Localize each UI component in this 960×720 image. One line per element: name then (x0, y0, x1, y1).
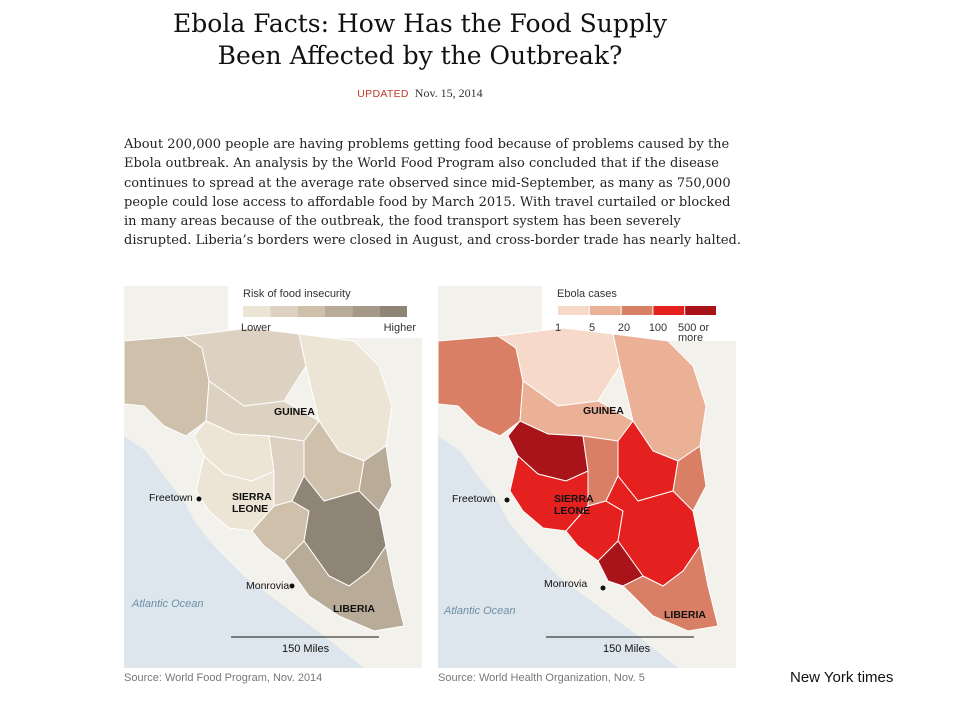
ebola-cases-map-svg: Ebola cases 1 5 20 100 500 or more GUINE… (438, 286, 736, 668)
label-leone: LEONE (554, 505, 590, 517)
region-liberia-southeast (283, 540, 405, 632)
legend-swatch-2 (270, 306, 298, 317)
updated-date: Nov. 15, 2014 (414, 86, 483, 100)
article-body: About 200,000 people are having problems… (124, 137, 741, 249)
label-atlantic-ocean: Atlantic Ocean (131, 598, 204, 610)
legend-swatch-5 (352, 306, 380, 317)
source-food-program: Source: World Food Program, Nov. 2014 (124, 672, 323, 684)
food-insecurity-map-svg: Risk of food insecurity Lower Higher GUI… (124, 286, 422, 668)
legend-tick-100: 100 (649, 322, 667, 334)
updated-tag: UPDATED (357, 88, 409, 100)
legend-swatch-1 (243, 306, 271, 317)
freetown-marker (504, 497, 510, 503)
legend-low-label: Lower (241, 322, 271, 334)
label-guinea: GUINEA (274, 406, 315, 418)
updated-line: UPDATED Nov. 15, 2014 (120, 86, 720, 101)
scale-label: 150 Miles (603, 643, 651, 655)
credit-new-york-times: New York times (790, 669, 894, 686)
legend-title: Ebola cases (557, 288, 617, 300)
legend-tick-more: more (678, 332, 703, 344)
region-guinea-southeast (358, 445, 393, 512)
label-atlantic-ocean: Atlantic Ocean (443, 605, 516, 617)
label-guinea: GUINEA (583, 405, 624, 417)
legend-swatch-3 (297, 306, 325, 317)
label-sierra: SIERRA (232, 491, 272, 503)
legend-swatch-5 (685, 306, 716, 315)
label-leone: LEONE (232, 503, 268, 515)
headline: Ebola Facts: How Has the Food Supply Bee… (120, 8, 720, 72)
label-monrovia: Monrovia (544, 578, 587, 590)
legend-swatch-2 (589, 306, 621, 315)
label-sierra: SIERRA (554, 493, 594, 505)
label-liberia: LIBERIA (333, 603, 375, 615)
legend-swatch-3 (621, 306, 653, 315)
label-liberia: LIBERIA (664, 609, 706, 621)
label-monrovia: Monrovia (246, 580, 289, 592)
legend-high-label: Higher (384, 322, 417, 334)
legend-tick-1: 1 (555, 322, 561, 334)
legend-title: Risk of food insecurity (243, 288, 351, 300)
ebola-cases-map: Ebola cases 1 5 20 100 500 or more GUINE… (438, 286, 736, 668)
legend-tick-5: 5 (589, 322, 595, 334)
legend-swatch-4 (653, 306, 685, 315)
legend-swatch-1 (558, 306, 589, 315)
monrovia-marker (289, 583, 295, 589)
region-guinea-southeast (672, 445, 707, 512)
scale-label: 150 Miles (282, 643, 330, 655)
monrovia-marker (600, 585, 606, 591)
legend-color-ramp (558, 306, 716, 315)
region-liberia-southeast (622, 544, 719, 632)
label-freetown: Freetown (452, 493, 496, 505)
headline-line-1: Ebola Facts: How Has the Food Supply (173, 9, 667, 38)
food-insecurity-map: Risk of food insecurity Lower Higher GUI… (124, 286, 422, 668)
freetown-marker (196, 496, 202, 502)
legend-tick-500: 500 or (678, 322, 710, 334)
label-freetown: Freetown (149, 492, 193, 504)
legend-swatch-4 (325, 306, 353, 317)
legend-swatch-6 (379, 306, 407, 317)
legend-color-ramp (243, 306, 407, 317)
headline-line-2: Been Affected by the Outbreak? (217, 41, 623, 70)
legend-tick-20: 20 (618, 322, 630, 334)
source-who: Source: World Health Organization, Nov. … (438, 672, 645, 684)
